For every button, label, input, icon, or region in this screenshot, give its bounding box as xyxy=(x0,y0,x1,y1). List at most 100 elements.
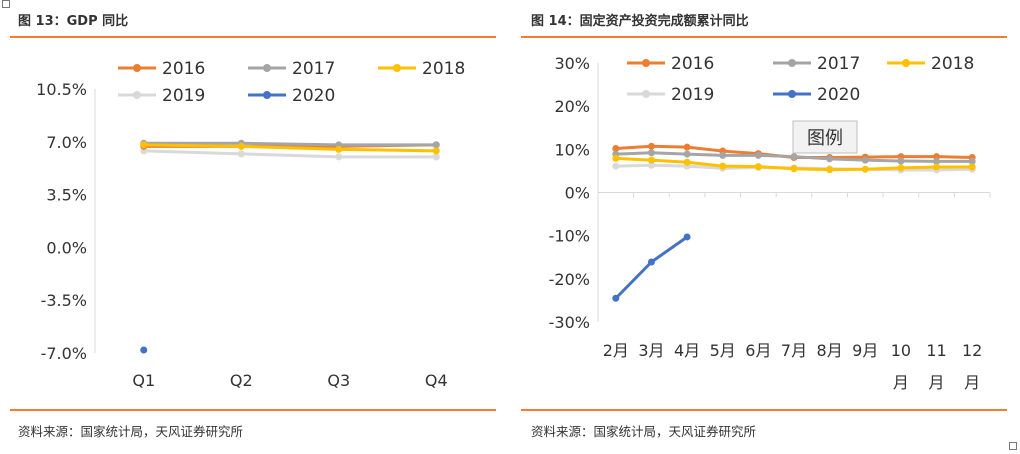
fai-point-2017 xyxy=(968,157,976,165)
bottom-right-corner-handle[interactable] xyxy=(1009,442,1017,450)
fai-legend-marker-2016 xyxy=(642,59,650,67)
fai-xtick-label: 7月 xyxy=(781,341,807,360)
fai-legend-label-2017: 2017 xyxy=(817,54,860,74)
fai-point-2016 xyxy=(683,143,691,151)
gdp-ytick-label: 10.5% xyxy=(36,80,87,99)
fai-xtick-label: 9月 xyxy=(852,341,878,360)
chart-title-fai: 图 14：固定资产投资完成额累计同比 xyxy=(531,14,749,29)
fai-point-2018 xyxy=(933,163,941,171)
source-divider-left xyxy=(10,409,496,411)
fai-legend-label-2016: 2016 xyxy=(671,54,714,74)
fai-ytick-label: -20% xyxy=(549,270,590,289)
gdp-point-2018 xyxy=(237,142,245,150)
gdp-series-line-2017 xyxy=(143,141,437,147)
fai-point-2019 xyxy=(612,162,620,170)
fai-point-2017 xyxy=(933,157,941,165)
fai-xtick-label: 8月 xyxy=(817,341,843,360)
fai-xtick-label-unit: 月 xyxy=(893,373,909,392)
fai-point-2017 xyxy=(647,149,655,157)
fai-ytick-label: -30% xyxy=(549,313,590,332)
fai-xtick-label: 2月 xyxy=(603,341,629,360)
fai-ytick-label: 10% xyxy=(554,140,590,159)
fai-point-2019 xyxy=(647,161,655,169)
legend-tooltip-box xyxy=(792,120,858,154)
fai-xtick-label-unit: 月 xyxy=(964,373,980,392)
fai-legend-label-2018: 2018 xyxy=(931,54,974,74)
fai-xtick-label: 3月 xyxy=(638,341,664,360)
legend-tooltip-text: 图例 xyxy=(807,128,843,149)
fai-xtick-label: 11 xyxy=(926,341,946,360)
fai-legend-marker-2018 xyxy=(902,59,910,67)
gdp-ytick-label: 0.0% xyxy=(46,238,87,257)
fai-point-2020 xyxy=(683,233,691,241)
gdp-ytick-label: -7.0% xyxy=(41,344,87,363)
source-divider-right xyxy=(521,409,1007,411)
gdp-xtick-label: Q1 xyxy=(132,371,155,390)
fai-point-2018 xyxy=(897,164,905,172)
gdp-ytick-label: 7.0% xyxy=(46,133,87,152)
gdp-point-2018 xyxy=(432,147,440,155)
gdp-legend-marker-2018 xyxy=(393,64,401,72)
fai-legend-marker-2019 xyxy=(642,90,650,98)
gdp-legend-label-2018: 2018 xyxy=(422,59,465,79)
fai-point-2020 xyxy=(647,258,655,266)
fai-point-2017 xyxy=(754,151,762,159)
gdp-point-2018 xyxy=(140,141,148,149)
fai-legend-label-2020: 2020 xyxy=(817,85,860,105)
fai-point-2017 xyxy=(861,156,869,164)
gdp-legend-label-2020: 2020 xyxy=(292,86,335,106)
fai-legend-label-2019: 2019 xyxy=(671,85,714,105)
gdp-legend-label-2017: 2017 xyxy=(292,59,335,79)
fai-point-2018 xyxy=(826,166,834,174)
fai-point-2018 xyxy=(647,156,655,164)
fai-point-2018 xyxy=(968,163,976,171)
fai-point-2017 xyxy=(790,153,798,161)
fai-xtick-label: 6月 xyxy=(745,341,771,360)
fai-point-2020 xyxy=(612,294,620,302)
fai-ytick-label: -10% xyxy=(549,227,590,246)
title-divider-left xyxy=(10,36,496,38)
fai-xtick-label-unit: 月 xyxy=(929,373,945,392)
fai-point-2018 xyxy=(790,165,798,173)
fai-ytick-label: 30% xyxy=(554,54,590,73)
fai-ytick-label: 20% xyxy=(554,97,590,116)
gdp-point-2020 xyxy=(140,346,148,354)
fai-point-2018 xyxy=(683,158,691,166)
gdp-xtick-label: Q3 xyxy=(327,371,350,390)
gdp-xtick-label: Q2 xyxy=(230,371,253,390)
gdp-ytick-label: 3.5% xyxy=(46,186,87,205)
chart-title-gdp: 图 13：GDP 同比 xyxy=(18,14,129,29)
fai-point-2017 xyxy=(719,151,727,159)
gdp-legend-marker-2017 xyxy=(263,64,271,72)
title-divider-right xyxy=(521,36,1007,38)
source-note-left: 资料来源：国家统计局，天风证券研究所 xyxy=(18,424,244,439)
fai-xtick-label: 12 xyxy=(962,341,982,360)
fai-xtick-label: 10 xyxy=(891,341,911,360)
gdp-point-2019 xyxy=(432,153,440,161)
fai-point-2018 xyxy=(719,162,727,170)
gdp-legend-marker-2020 xyxy=(263,91,271,99)
fai-point-2018 xyxy=(754,163,762,171)
gdp-point-2018 xyxy=(335,145,343,153)
gdp-xtick-label: Q4 xyxy=(425,371,448,390)
gdp-ytick-label: -3.5% xyxy=(41,291,87,310)
fai-point-2016 xyxy=(612,144,620,152)
gdp-line-chart: 10.5% 7.0% 3.5% 0.0% -3.5% -7.0% Q1 Q2 Q3 Q4 2016 2… xyxy=(36,59,465,390)
fai-xtick-label: 4月 xyxy=(674,341,700,360)
gdp-legend-label-2016: 2016 xyxy=(162,59,205,79)
top-left-corner-handle[interactable] xyxy=(2,0,10,8)
fai-point-2018 xyxy=(861,165,869,173)
gdp-point-2019 xyxy=(335,153,343,161)
fai-series-line-2020 xyxy=(614,235,688,300)
fai-legend-marker-2020 xyxy=(788,90,796,98)
fai-point-2017 xyxy=(826,155,834,163)
gdp-legend-label-2019: 2019 xyxy=(162,86,205,106)
gdp-series-line-2019 xyxy=(143,149,437,159)
gdp-point-2017 xyxy=(432,141,440,149)
gdp-series-line-2018 xyxy=(143,143,437,153)
fai-ytick-label: 0% xyxy=(565,184,590,203)
fai-legend-marker-2017 xyxy=(788,59,796,67)
gdp-point-2019 xyxy=(237,150,245,158)
fai-point-2017 xyxy=(683,150,691,158)
gdp-legend-marker-2016 xyxy=(133,64,141,72)
